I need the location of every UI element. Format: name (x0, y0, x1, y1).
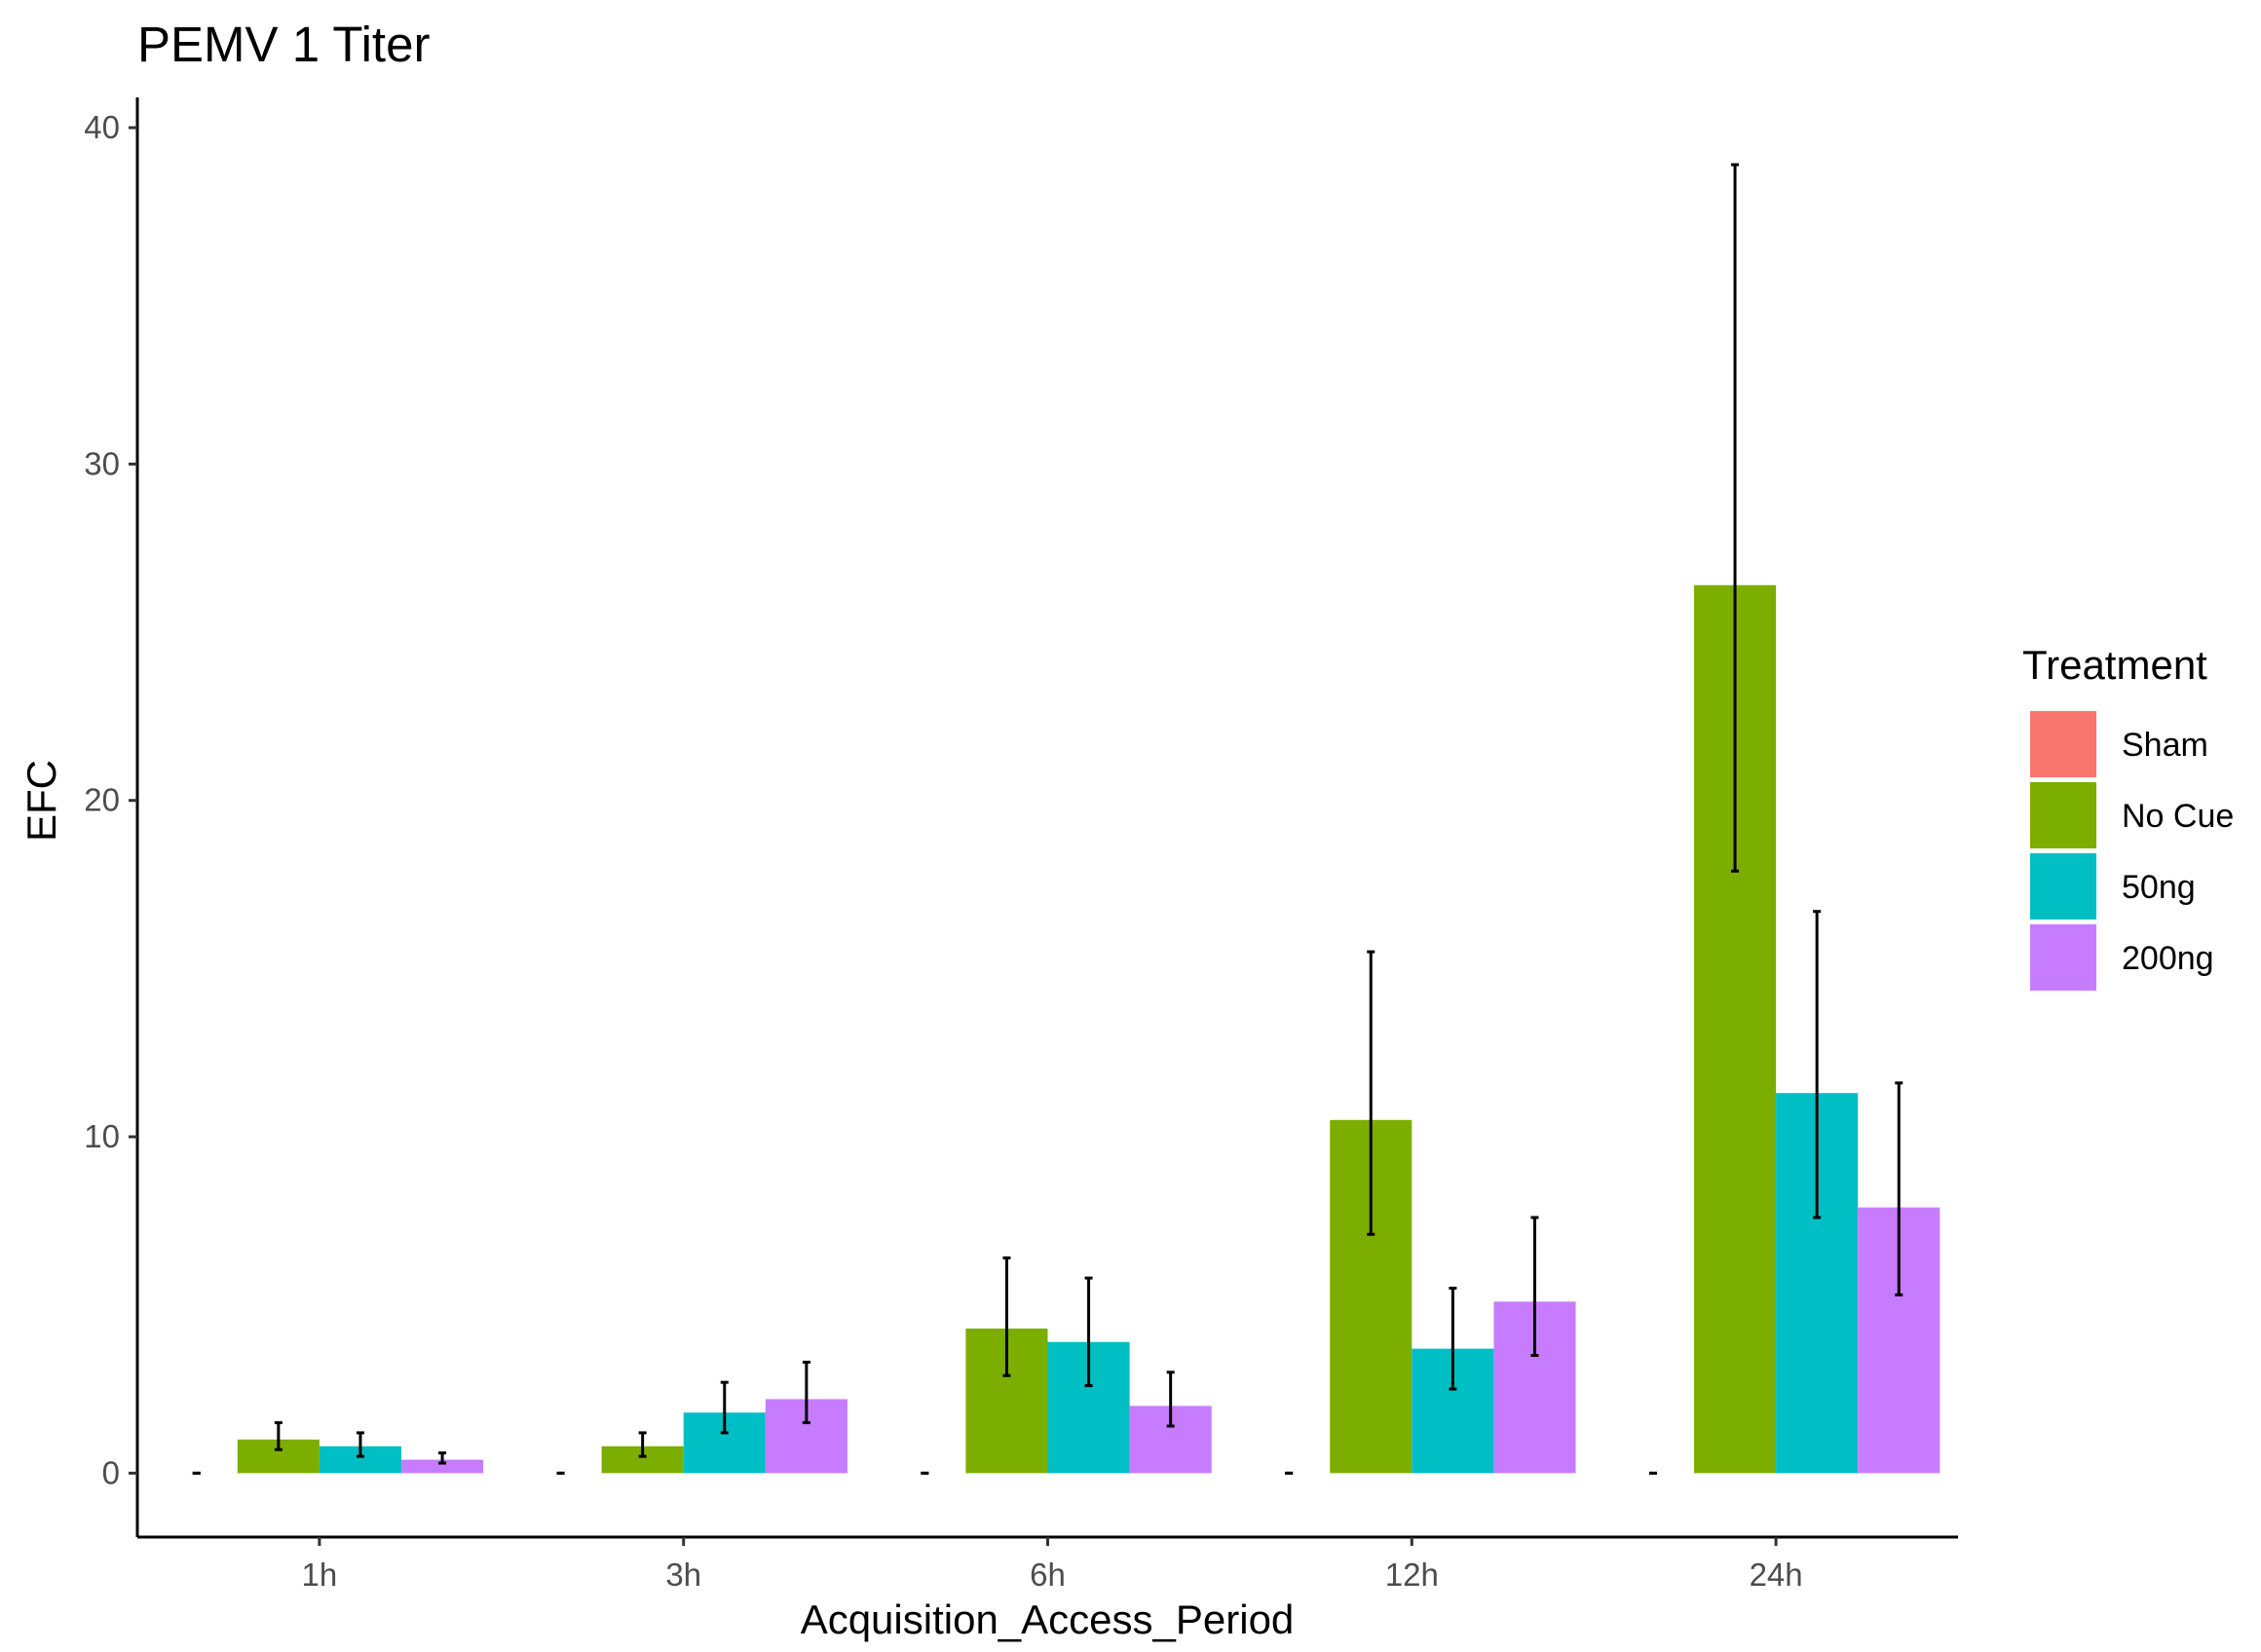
error-bars-layer (192, 163, 1903, 1475)
legend-key (2030, 924, 2096, 991)
legend-label: 200ng (2122, 940, 2214, 977)
y-axis-title: EFC (19, 760, 64, 842)
legend-key (2030, 711, 2096, 777)
legend-item-no-cue: No Cue (2030, 782, 2234, 848)
error-bar-50ng-24h (1813, 910, 1822, 1220)
legend-label: 50ng (2122, 869, 2196, 906)
x-tick-label-6h: 6h (1030, 1557, 1066, 1593)
x-tick-label-12h: 12h (1385, 1557, 1439, 1593)
error-bar-200ng-3h (802, 1360, 810, 1425)
legend-key (2030, 853, 2096, 920)
error-bar-50ng-12h (1449, 1286, 1457, 1391)
y-tick-label: 20 (84, 782, 120, 818)
error-bar-50ng-6h (1084, 1276, 1093, 1388)
legend-item-200ng: 200ng (2030, 924, 2214, 991)
error-bar-200ng-12h (1530, 1216, 1539, 1358)
error-bar-50ng-3h (720, 1380, 729, 1435)
legend: Treatment Sham No Cue 50ng 200ng (2022, 642, 2234, 991)
error-bar-200ng-24h (1895, 1081, 1903, 1296)
y-tick-label: 0 (102, 1454, 120, 1490)
legend-label: No Cue (2122, 798, 2234, 835)
x-tick-label-24h: 24h (1750, 1557, 1803, 1593)
error-bar-no-cue-3h (638, 1431, 647, 1458)
y-tick-label: 10 (84, 1118, 120, 1154)
bars-layer (155, 584, 1941, 1474)
error-bar-no-cue-24h (1731, 163, 1740, 873)
legend-label: Sham (2122, 727, 2208, 764)
x-tick-label-3h: 3h (665, 1557, 701, 1593)
error-bar-200ng-1h (438, 1451, 447, 1465)
x-tick-label-1h: 1h (302, 1557, 338, 1593)
error-bar-50ng-1h (356, 1431, 364, 1458)
chart-title: PEMV 1 Titer (137, 17, 430, 72)
axes-layer: 0 10 20 30 40 1h 3h 6h 12h 24h (84, 97, 1958, 1593)
bar-200ng-1h (401, 1459, 484, 1474)
error-bar-no-cue-1h (274, 1421, 283, 1451)
legend-item-sham: Sham (2030, 711, 2208, 777)
legend-item-50ng: 50ng (2030, 853, 2196, 920)
error-bar-200ng-6h (1166, 1370, 1175, 1428)
y-tick-label: 40 (84, 109, 120, 145)
error-bar-no-cue-6h (1002, 1256, 1011, 1377)
legend-title: Treatment (2022, 642, 2207, 688)
x-axis-title: Acquisition_Access_Period (801, 1596, 1295, 1642)
legend-key (2030, 782, 2096, 848)
error-bar-no-cue-12h (1367, 950, 1375, 1236)
y-tick-label: 30 (84, 445, 120, 481)
